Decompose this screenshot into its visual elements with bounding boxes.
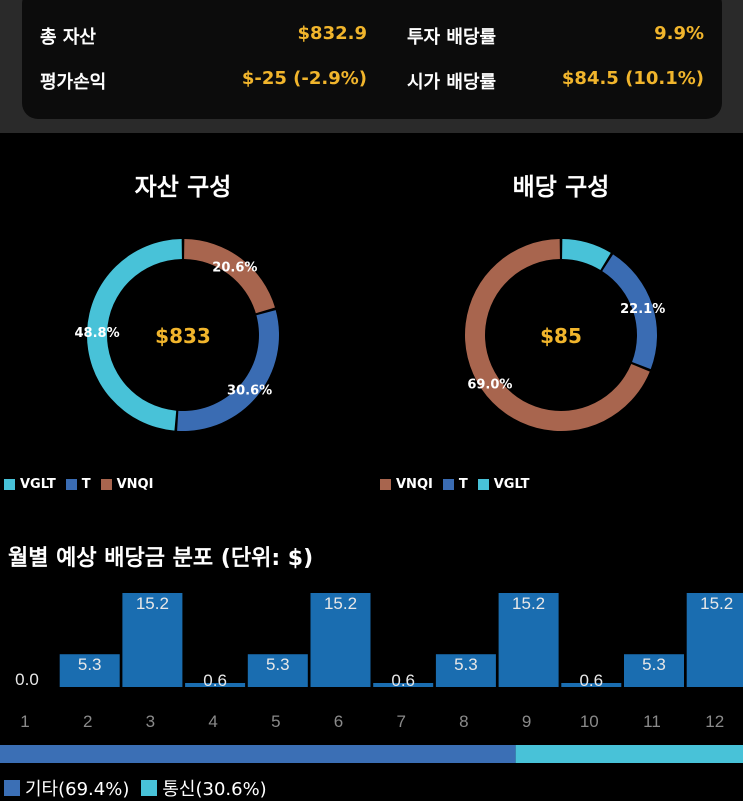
bar-month-12: [686, 593, 743, 687]
bar-value-label-6: 15.2: [324, 594, 357, 613]
bar-month-9: [498, 593, 559, 687]
bar-value-label-11: 5.3: [642, 655, 666, 674]
x-tick-label-11: 11: [643, 712, 661, 731]
asset-legend-item-t: T: [65, 477, 91, 492]
monthly-dividend-title: 월별 예상 배당금 분포 (단위: $): [8, 546, 314, 571]
legend-swatch: [4, 479, 15, 490]
x-tick-label-12: 12: [705, 712, 724, 731]
legend-label: 기타(69.4%): [25, 779, 130, 800]
bar-value-label-12: 15.2: [700, 594, 733, 613]
legend-swatch: [65, 479, 77, 490]
market-yield-label: 시가 배당률: [407, 72, 497, 93]
legend-label: VGLT: [493, 477, 530, 492]
asset-slice-label-t: 30.6%: [227, 383, 272, 398]
sector-mix-legend-item-1: 통신(30.6%): [141, 775, 267, 801]
x-tick-label-4: 4: [208, 712, 217, 731]
asset-donut-title: 자산 구성: [134, 173, 232, 201]
asset-slice-t: [177, 310, 279, 431]
bar-month-2: [59, 654, 120, 687]
bar-month-11: [624, 654, 684, 687]
legend-label: 통신(30.6%): [162, 779, 267, 800]
dividend-donut-title: 배당 구성: [512, 173, 610, 201]
sector-mix-legend: 기타(69.4%) 통신(30.6%): [4, 775, 279, 801]
x-tick-label-7: 7: [396, 712, 405, 731]
pnl-value: $-25 (-2.9%): [241, 68, 367, 89]
asset-donut-chart: 20.6% 30.6% 48.8% $833: [75, 239, 279, 431]
legend-label: VNQI: [396, 477, 433, 492]
x-tick-label-9: 9: [522, 712, 531, 731]
asset-legend-item-vglt: VGLT: [4, 477, 56, 492]
asset-slice-vglt: [86, 239, 182, 431]
sector-mix-segment-1: [515, 745, 743, 763]
bar-value-label-3: 15.2: [136, 594, 169, 613]
asset-legend-item-vnqi: VNQI: [100, 477, 154, 492]
sector-mix-bar: [0, 745, 743, 763]
asset-donut-legend: VGLT T VNQI: [4, 477, 163, 492]
asset-slice-label-vnqi: 20.6%: [212, 260, 257, 275]
x-tick-label-8: 8: [459, 712, 468, 731]
dividend-slice-vglt: [562, 239, 611, 271]
bar-month-3: [122, 593, 183, 687]
bar-value-label-9: 15.2: [512, 594, 545, 613]
legend-swatch: [477, 479, 489, 490]
monthly-dividend-chart: 0.0 1 5.3 2 15.2 3 0.6 4 5.3 5 15.2 6 0.6 7 5.3 8 15.2 9 0…: [15, 593, 743, 731]
bar-value-label-5: 5.3: [266, 655, 290, 674]
legend-swatch: [4, 780, 20, 796]
legend-swatch: [100, 479, 112, 490]
bar-month-5: [247, 654, 308, 687]
market-yield-value: $84.5 (10.1%): [561, 68, 704, 89]
bar-value-label-2: 5.3: [78, 655, 102, 674]
dividend-center-value: $85: [540, 324, 582, 348]
bar-value-label-7: 0.6: [391, 671, 415, 690]
bar-value-label-1: 0.0: [15, 670, 39, 689]
dividend-legend-item-vnqi: VNQI: [380, 477, 433, 492]
dividend-donut-legend: VNQI T VGLT: [380, 477, 539, 492]
legend-label: VNQI: [116, 477, 154, 492]
dividend-legend-item-t: T: [442, 477, 468, 492]
legend-swatch: [380, 479, 391, 490]
legend-swatch: [141, 780, 158, 796]
asset-slice-label-vglt: 48.8%: [75, 326, 120, 341]
x-tick-label-3: 3: [146, 712, 155, 731]
x-tick-label-2: 2: [83, 712, 92, 731]
dividend-slice-t: [602, 254, 657, 370]
invest-yield-value: 9.9%: [654, 23, 704, 44]
total-assets-label: 총 자산: [40, 27, 96, 48]
x-tick-label-6: 6: [334, 712, 343, 731]
bar-month-10: [561, 683, 622, 687]
dividend-slice-label-vnqi: 69.0%: [467, 377, 512, 392]
sector-mix-segment-0: [0, 745, 516, 763]
dividend-legend-item-vglt: VGLT: [477, 477, 530, 492]
x-tick-label-10: 10: [580, 712, 599, 731]
summary-card: 총 자산 $832.9 투자 배당률 9.9% 평가손익 $-25 (-2.9%…: [22, 0, 722, 119]
bar-value-label-4: 0.6: [203, 671, 227, 690]
asset-slice-vnqi: [184, 239, 275, 314]
bar-month-4: [185, 683, 246, 687]
bar-month-6: [310, 593, 371, 687]
dividend-slice-label-t: 22.1%: [620, 302, 665, 317]
legend-label: T: [81, 477, 91, 492]
legend-label: T: [458, 477, 468, 492]
asset-center-value: $833: [155, 324, 211, 348]
x-tick-label-1: 1: [20, 712, 29, 731]
bar-value-label-8: 5.3: [454, 655, 478, 674]
sector-mix-legend-item-0: 기타(69.4%): [4, 775, 129, 801]
dividend-donut-chart: 22.1% 69.0% $85: [465, 239, 665, 431]
total-assets-value: $832.9: [297, 23, 367, 44]
pnl-label: 평가손익: [40, 72, 107, 93]
x-tick-label-5: 5: [271, 712, 280, 731]
legend-label: VGLT: [20, 477, 56, 492]
bar-value-label-10: 0.6: [579, 671, 603, 690]
invest-yield-label: 투자 배당률: [407, 27, 497, 48]
legend-swatch: [442, 479, 454, 490]
bar-month-7: [373, 683, 434, 687]
bar-month-8: [435, 654, 496, 687]
